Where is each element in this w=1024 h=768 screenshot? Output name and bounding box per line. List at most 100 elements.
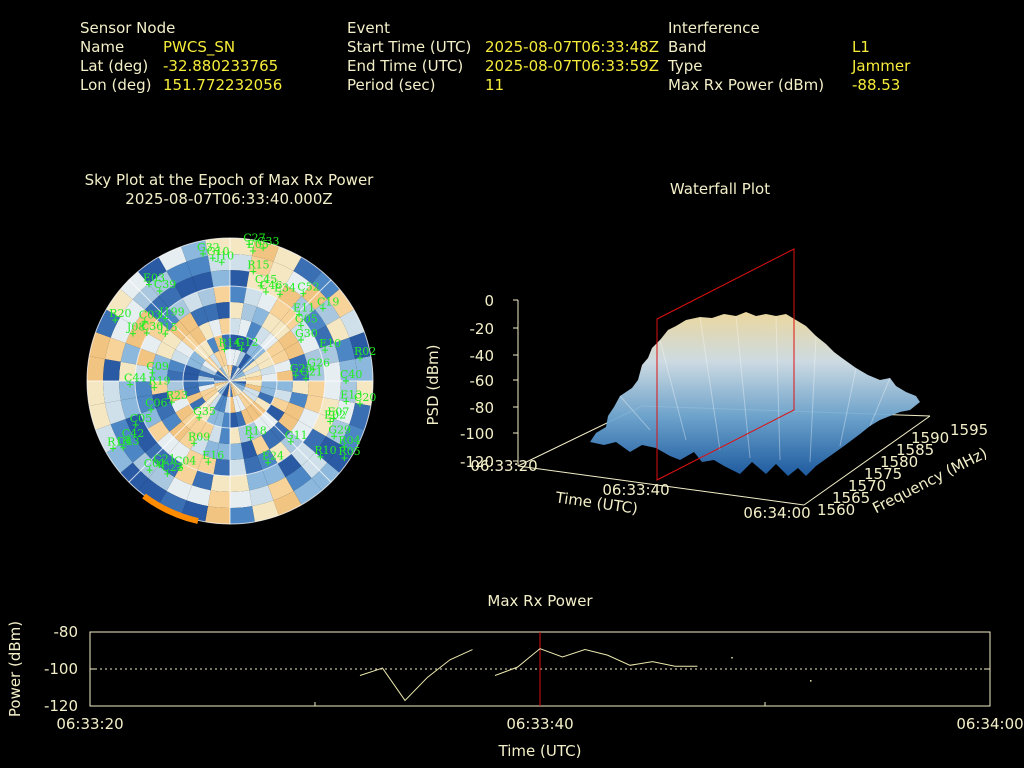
sky-sector [230, 381, 241, 395]
sky-sector [183, 372, 199, 381]
sky-sector [334, 337, 356, 362]
sky-sector [219, 381, 230, 395]
satellite-marker: C09 [146, 360, 169, 376]
satellite-label: C19 [317, 295, 339, 308]
sky-sector [257, 357, 275, 371]
sky-sector [249, 485, 274, 507]
waterfall-freq-tick-1: 1565 [832, 489, 870, 507]
sky-sector [260, 364, 277, 376]
satellite-cross-icon [110, 445, 117, 452]
sky-sector [135, 364, 153, 381]
sky-sector [148, 466, 175, 491]
power-point [731, 656, 733, 659]
sky-sector [174, 276, 198, 299]
sky-sector [216, 443, 230, 460]
satellite-marker: G32 [197, 241, 220, 257]
sky-sector [209, 353, 222, 369]
event-end-value: 2025-08-07T06:33:59Z [485, 57, 659, 75]
sky-sector [214, 350, 225, 368]
satellite-label: C42 [122, 427, 144, 440]
satellite-cross-icon [330, 415, 337, 422]
event-period-value: 11 [485, 76, 505, 94]
sky-sector [261, 429, 281, 450]
sky-sector [245, 383, 262, 392]
sensor-lon-label: Lon (deg) [80, 76, 152, 94]
sky-sector [230, 367, 241, 381]
sky-sector [242, 360, 258, 373]
satellite-cross-icon [287, 438, 294, 445]
satellite-marker: G10 [207, 245, 230, 262]
satellite-cross-icon [238, 346, 245, 353]
satellite-marker: G26 [307, 356, 330, 373]
satellite-marker: C39 [154, 278, 176, 295]
sky-sector [205, 238, 230, 256]
sky-sector [278, 330, 299, 350]
sky-sector [254, 397, 271, 412]
sky-sector [106, 289, 133, 318]
sky-sector [238, 425, 252, 444]
sky-sector [158, 490, 187, 516]
waterfall-time-tick-0: 06:33:20 [470, 457, 537, 475]
sky-sector [189, 326, 207, 345]
sky-sector [276, 381, 293, 392]
sky-sector [120, 299, 145, 326]
sky-sector [245, 375, 262, 381]
satellite-marker: R04 [338, 434, 361, 450]
sky-sector [235, 350, 246, 368]
sky-sector [245, 381, 262, 387]
sky-sector [355, 381, 373, 406]
sky-sector [167, 370, 184, 381]
satellite-label: G29 [328, 423, 351, 436]
satellite-marker: C19 [317, 295, 339, 312]
interference-power-value: -88.53 [852, 76, 901, 94]
waterfall-z-tick-0: 0 [484, 292, 494, 310]
sky-sector [197, 455, 217, 475]
sky-sector [253, 326, 271, 345]
satellite-label: C44 [124, 371, 146, 384]
satellite-label: J15 [158, 321, 177, 334]
sky-sector [246, 470, 268, 491]
sky-sector [199, 386, 217, 397]
sky-sector [120, 436, 145, 463]
sky-sector [214, 375, 230, 381]
sky-sector [227, 381, 230, 397]
sky-sector [235, 334, 247, 351]
sky-sector [230, 490, 253, 508]
sky-sector [198, 321, 214, 341]
sky-sector [167, 389, 186, 403]
sky-sector [230, 318, 241, 335]
sky-sector [284, 341, 305, 360]
sky-sector [230, 238, 255, 256]
satellite-cross-icon [146, 281, 153, 288]
sky-sector [254, 350, 271, 365]
sensor-lon-value: 151.772232056 [163, 76, 283, 94]
satellite-cross-icon [265, 459, 272, 466]
satellite-label: J10 [215, 249, 234, 262]
satellite-cross-icon [143, 330, 150, 336]
waterfall-plot: 0 -20 -40 -60 -80 -100 -120 PSD (dBm) 06… [424, 248, 990, 522]
satellite-label: R02 [354, 345, 376, 358]
satellite-label: R18 [245, 424, 267, 437]
sky-sector [252, 240, 279, 262]
sky-sector [246, 340, 261, 357]
sky-sector [213, 334, 225, 351]
satellite-marker: G25 [290, 362, 313, 379]
sky-sector [349, 332, 371, 359]
sky-sector [190, 435, 209, 456]
waterfall-epoch-marker [656, 248, 795, 481]
waterfall-z-label: PSD (dBm) [424, 344, 442, 425]
sky-sector [208, 425, 222, 444]
sky-sector [186, 255, 211, 277]
sky-sector [161, 330, 182, 350]
sky-sector [198, 370, 215, 379]
sky-sector [161, 412, 182, 432]
satellite-cross-icon [156, 288, 163, 295]
sky-sector [192, 271, 214, 292]
satellite-marker: E07 [327, 406, 349, 422]
sky-sector [240, 440, 258, 459]
satellite-cross-icon [310, 366, 317, 373]
satellite-label: C04 [174, 455, 196, 468]
satellite-marker: C05 [130, 412, 152, 428]
satellite-marker: R23 [166, 389, 188, 406]
